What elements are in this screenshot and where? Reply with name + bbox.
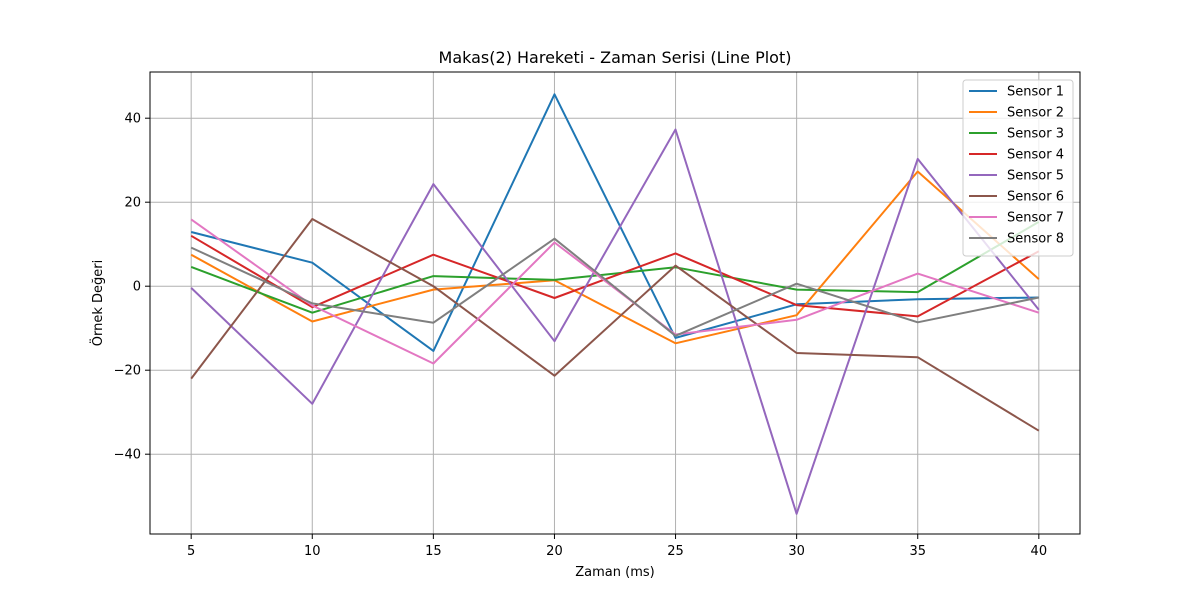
x-tick-label: 10: [304, 544, 321, 559]
y-tick-label: −20: [114, 364, 141, 379]
legend-label: Sensor 5: [1007, 169, 1064, 184]
x-tick-label: 40: [1031, 544, 1048, 559]
legend-label: Sensor 6: [1007, 190, 1064, 205]
x-tick-label: 25: [667, 544, 684, 559]
legend-label: Sensor 8: [1007, 232, 1064, 247]
series-line-5: [190, 128, 1040, 515]
x-tick-label: 35: [909, 544, 926, 559]
x-tick-label: 5: [187, 544, 195, 559]
series-lines: [190, 93, 1040, 515]
series-line-8: [190, 237, 1040, 337]
legend-box: [962, 79, 1074, 257]
x-tick-label: 20: [546, 544, 563, 559]
grid: [150, 72, 1080, 534]
chart-title: Makas(2) Hareketi - Zaman Serisi (Line P…: [439, 48, 792, 67]
series-line-4: [190, 234, 1040, 318]
series-line-6: [190, 218, 1040, 432]
series-line-1: [190, 93, 1039, 352]
legend-label: Sensor 3: [1007, 127, 1064, 142]
legend-label: Sensor 7: [1007, 211, 1064, 226]
y-tick-label: −40: [114, 448, 141, 463]
y-axis-label: Örnek Değeri: [89, 260, 106, 346]
y-tick-label: 20: [124, 196, 141, 211]
x-tick-label: 30: [788, 544, 805, 559]
series-line-2: [190, 170, 1040, 345]
legend: Sensor 1 Sensor 2 Sensor 3 Sensor 4 Sensor 5…: [962, 79, 1074, 257]
legend-label: Sensor 4: [1007, 148, 1064, 163]
legend-label: Sensor 2: [1007, 106, 1064, 121]
legend-label: Sensor 1: [1007, 85, 1064, 100]
y-tick-label: 40: [124, 112, 141, 127]
x-axis-label: Zaman (ms): [575, 565, 654, 580]
x-tick-label: 15: [425, 544, 442, 559]
plot-frame: [149, 71, 1081, 535]
x-axis: 5 10 15 20 25 30 35 40: [187, 534, 1047, 559]
y-tick-label: 0: [133, 280, 141, 295]
y-axis: −40 −20 0 20 40: [114, 112, 150, 463]
